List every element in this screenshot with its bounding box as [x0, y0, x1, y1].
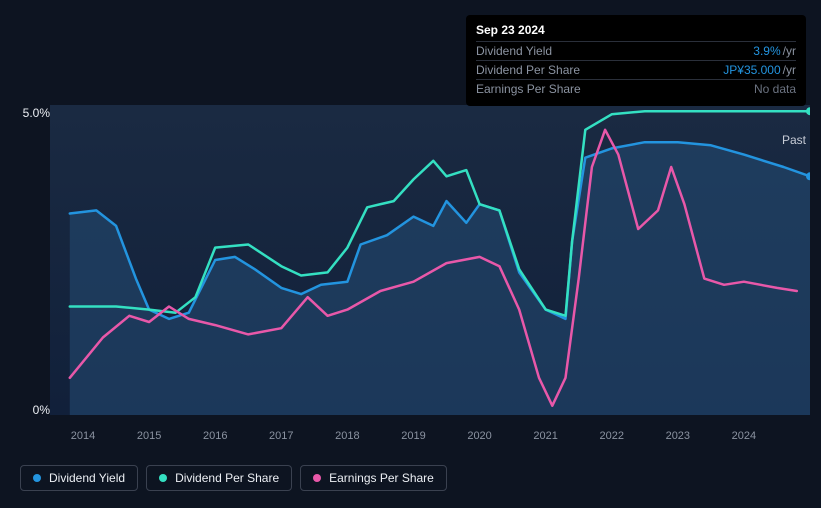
x-tick: 2015	[137, 430, 161, 442]
chart-plot[interactable]	[50, 105, 810, 415]
legend-label: Earnings Per Share	[329, 471, 434, 485]
tooltip-value: No data	[754, 82, 796, 96]
legend-item[interactable]: Earnings Per Share	[300, 465, 447, 491]
tooltip-row: Dividend Per Share JP¥35.000/yr	[476, 60, 796, 79]
legend-item[interactable]: Dividend Yield	[20, 465, 138, 491]
x-tick: 2023	[666, 430, 690, 442]
tooltip-row: Earnings Per Share No data	[476, 79, 796, 98]
tooltip-row: Dividend Yield 3.9%/yr	[476, 41, 796, 60]
x-axis: 2014 2015 2016 2017 2018 2019 2020 2021 2022 2023…	[20, 430, 810, 450]
tooltip-date: Sep 23 2024	[476, 23, 796, 37]
x-tick: 2018	[335, 430, 359, 442]
x-tick: 2022	[599, 430, 623, 442]
past-label: Past	[782, 133, 806, 147]
x-tick: 2020	[467, 430, 491, 442]
tooltip-label: Dividend Yield	[476, 44, 552, 58]
legend-dot-icon	[159, 474, 167, 482]
y-tick-min: 0%	[33, 403, 50, 417]
x-tick: 2014	[71, 430, 95, 442]
tooltip-value: JP¥35.000/yr	[723, 63, 796, 77]
chart-area: 5.0% 0% Past	[20, 105, 810, 425]
legend-dot-icon	[33, 474, 41, 482]
x-tick: 2017	[269, 430, 293, 442]
x-tick: 2016	[203, 430, 227, 442]
chart-tooltip: Sep 23 2024 Dividend Yield 3.9%/yr Divid…	[466, 15, 806, 106]
legend-label: Dividend Yield	[49, 471, 125, 485]
y-tick-max: 5.0%	[23, 106, 50, 120]
x-tick: 2019	[401, 430, 425, 442]
tooltip-label: Dividend Per Share	[476, 63, 580, 77]
tooltip-label: Earnings Per Share	[476, 82, 581, 96]
legend-item[interactable]: Dividend Per Share	[146, 465, 292, 491]
x-tick: 2024	[732, 430, 756, 442]
legend-label: Dividend Per Share	[175, 471, 279, 485]
legend-dot-icon	[313, 474, 321, 482]
chart-legend: Dividend Yield Dividend Per Share Earnings…	[20, 465, 447, 491]
x-tick: 2021	[533, 430, 557, 442]
tooltip-value: 3.9%/yr	[753, 44, 796, 58]
